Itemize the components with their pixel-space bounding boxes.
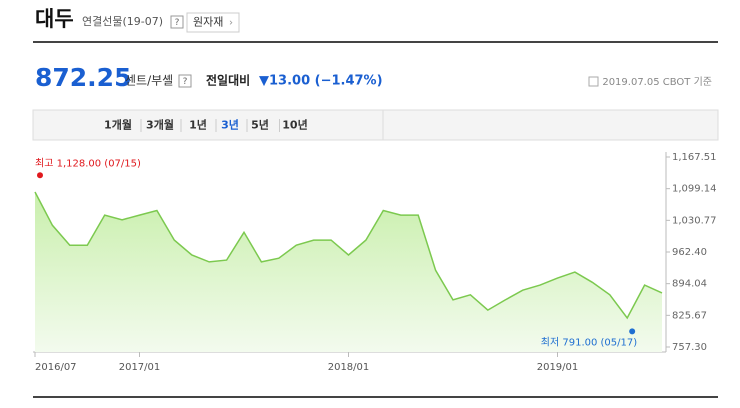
title: 대두 [35,7,74,31]
y-tick-label: 825.67 [672,310,707,321]
button-box[interactable] [186,12,240,33]
area [35,192,662,352]
button[interactable]: 원자재 [193,16,223,29]
extreme-dot [37,172,43,179]
x-tick-label: 2018/01 [328,362,370,373]
button-arrow: › [229,18,233,29]
subtitle: 연결선물(19-07) [82,15,163,28]
price: 872.25 [35,63,131,92]
tab-bar-rest [382,109,719,141]
tab-bar [32,109,384,141]
tab[interactable]: 5년 [251,118,269,132]
extreme-label: 최고 1,128.00 (07/15) [35,157,141,169]
tab[interactable]: 1년 [189,118,207,132]
extreme-label: 최저 791.00 (05/17) [541,336,637,348]
x-tick-label: 2017/01 [119,362,161,373]
unit: 센트/부셸 [125,74,173,88]
y-tick-label: 757.30 [672,342,707,353]
x-tick-label: 2016/07 [35,362,77,373]
help-box[interactable] [170,15,184,29]
y-tick-label: 962.40 [672,247,707,258]
change-label: 전일대비 [206,73,250,88]
y-tick-label: 1,099.14 [672,184,717,195]
help[interactable]: ? [175,18,180,28]
y-tick-label: 894.04 [672,279,707,290]
line [34,191,663,320]
as-of: 2019.07.05 CBOT 기준 [602,76,712,88]
x-tick-label: 2019/01 [537,362,579,373]
help[interactable]: ? [183,77,188,87]
extreme-dot [629,328,636,335]
tab[interactable]: 3년 [221,118,239,132]
help-box[interactable] [178,74,192,88]
tab[interactable]: 3개월 [146,118,174,132]
tab[interactable]: 1개월 [104,118,132,132]
y-tick-label: 1,030.77 [672,215,717,226]
y-tick-label: 1,167.51 [672,152,717,163]
tab[interactable]: 10년 [282,118,307,132]
calendar-icon [588,76,599,87]
change: ▼13.00 (−1.47%) [259,74,383,89]
